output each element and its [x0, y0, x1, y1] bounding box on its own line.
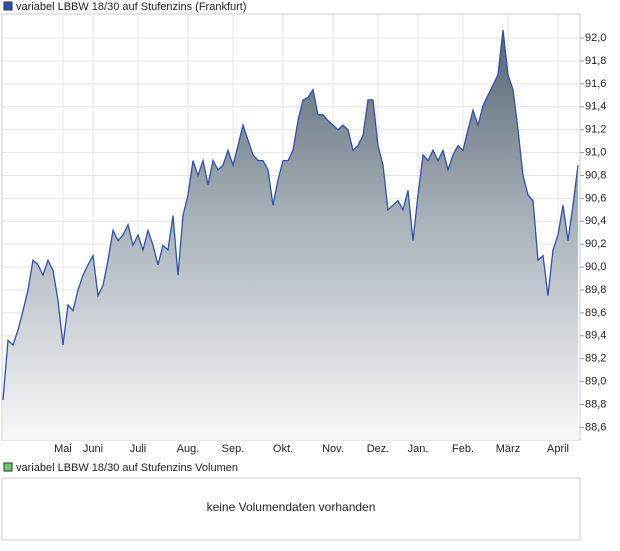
x-tick-label: März: [496, 443, 520, 455]
y-tick-label: 89,8: [585, 284, 606, 296]
x-tick-label: Okt.: [273, 443, 293, 455]
x-tick-label: Juni: [83, 443, 103, 455]
x-tick-label: Feb.: [452, 443, 474, 455]
y-tick-label: 89,6: [585, 307, 606, 319]
x-tick-label: Jan.: [408, 443, 429, 455]
y-tick-label: 92,0: [585, 32, 606, 44]
x-tick-label: Aug.: [177, 443, 200, 455]
y-tick-label: 89,4: [585, 330, 606, 342]
y-tick-label: 90,4: [585, 215, 606, 227]
y-tick-label: 89,0: [585, 376, 606, 388]
y-tick-label: 91,2: [585, 124, 606, 136]
x-tick-label: Nov.: [322, 443, 344, 455]
x-tick-label: Mai: [54, 443, 72, 455]
y-tick-label: 88,6: [585, 421, 606, 433]
y-tick-label: 88,8: [585, 398, 606, 410]
legend-swatch: [3, 1, 13, 11]
y-tick-label: 89,2: [585, 353, 606, 365]
area-fill: [3, 30, 578, 440]
x-tick-label: Sep.: [222, 443, 245, 455]
y-tick-label: 90,6: [585, 192, 606, 204]
legend-label: variabel LBBW 18/30 auf Stufenzins (Fran…: [16, 1, 247, 13]
y-tick-label: 91,4: [585, 101, 606, 113]
x-tick-label: Dez.: [367, 443, 390, 455]
volume-frame: [1, 477, 581, 541]
y-tick-label: 91,8: [585, 55, 606, 67]
volume-message: keine Volumendaten vorhanden: [207, 500, 376, 514]
x-tick-label: April: [547, 443, 569, 455]
x-tick-label: Juli: [130, 443, 147, 455]
plot-area: [2, 14, 580, 440]
y-tick-label: 90,0: [585, 261, 606, 273]
y-tick-label: 91,0: [585, 146, 606, 158]
y-tick-label: 90,8: [585, 169, 606, 181]
y-tick-label: 91,6: [585, 78, 606, 90]
legend-swatch: [3, 462, 13, 472]
legend-label: variabel LBBW 18/30 auf Stufenzins Volum…: [16, 462, 238, 474]
y-tick-label: 90,2: [585, 238, 606, 250]
price-line: [2, 29, 579, 400]
